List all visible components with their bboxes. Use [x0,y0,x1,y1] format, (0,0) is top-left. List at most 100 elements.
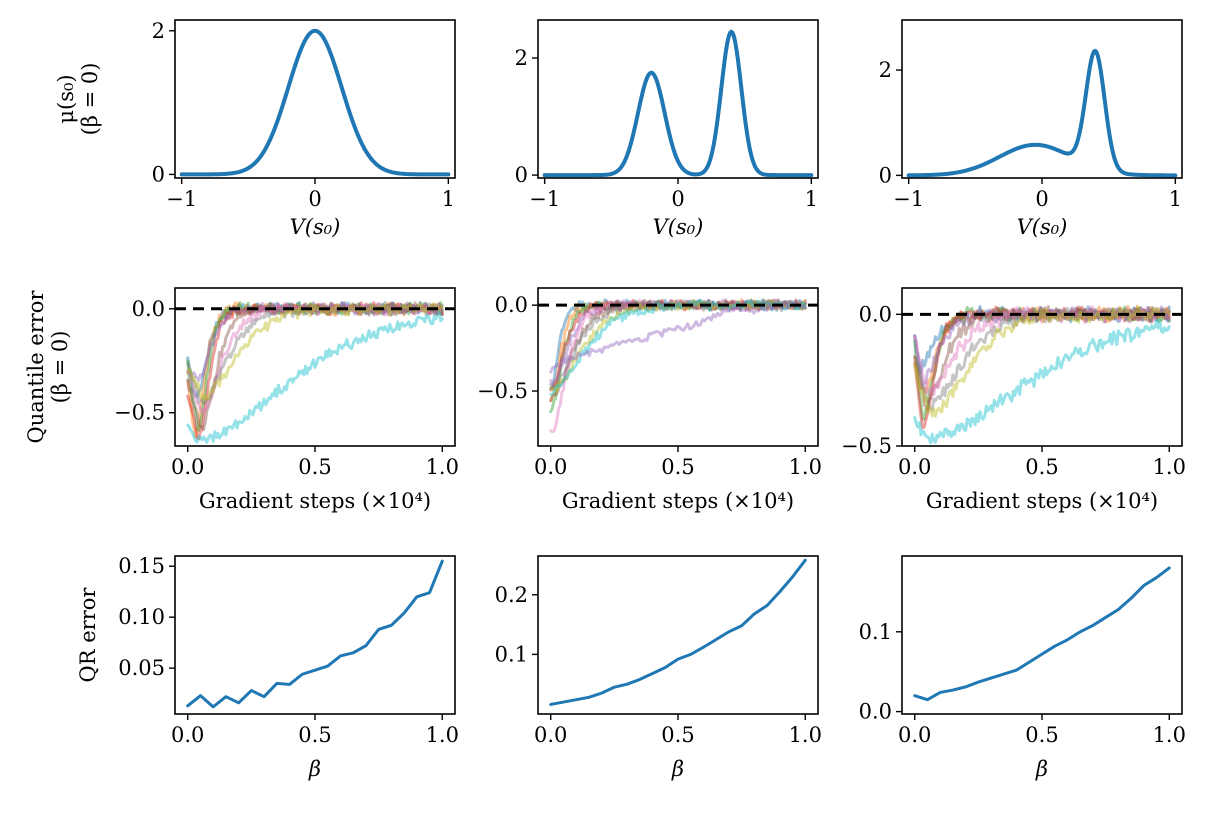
panel-r2c2-plot-area [538,298,818,434]
panel-r1c1-x-tick-label: −1 [166,187,197,211]
panel-r3c3-x-tick-label: 0.5 [1025,723,1058,747]
panel-r2c1-y-tick-label: 0.0 [132,297,165,321]
panel-r1c2-y-tick-label: 0 [515,163,528,187]
panel-r2c3-trace-5-line [913,305,1171,388]
panel-r1c3-plot-area [906,48,1178,178]
panel-r1c3-y-tick-label: 2 [879,58,892,82]
panel-r2c3-trace-3-line [913,305,1171,421]
panel-r2c2-trace-9-line [549,299,807,394]
panel-r2c3-trace-4-line [913,305,1171,430]
panel-r2c3-trace-2-line [913,304,1171,395]
panel-r2c2-trace-8-line [549,298,807,390]
panel-r3c1-x-tick-label: 0.5 [298,723,331,747]
panel-r1c1-y-axis-title-line-2: (β = 0) [78,63,102,136]
panel-r2c3-trace-10-line [913,318,1171,445]
panel-r1c1-y-axis-title-line-1: μ(s₀) [54,74,78,123]
panel-r3c2-y-tick-label: 0.2 [495,583,528,607]
panel-r1c3-y-tick-label: 0 [879,163,892,187]
panel-r3c3-plot-area [913,566,1171,702]
panel-r2c2: 0.0 0.5 1.0 0.0 −0.5 Gradient steps (×10⁴) [477,287,822,513]
panel-r2c1-x-tick-label: 0.5 [298,455,331,479]
panel-r3c1-qr-error-line [186,559,444,709]
panel-r3c2-frame [537,555,819,715]
panel-r1c3-density-line [906,48,1178,178]
panel-r1c1-y-tick-label: 2 [152,19,165,43]
panel-r1c2-plot-area [542,29,814,178]
panel-r2c3-y-tick-label: 0.0 [859,302,892,326]
panel-r3c2-x-tick-label: 0.0 [534,723,567,747]
panel-r3c2: 0.0 0.5 1.0 0.1 0.2 β [495,555,822,781]
panel-r3c1-plot-area [186,559,444,709]
panel-r2c2-x-axis-title: Gradient steps (×10⁴) [562,489,794,513]
panel-r3c3-x-tick-label: 1.0 [1153,723,1186,747]
panel-r1c1-x-tick-label: 0 [308,187,321,211]
panel-r2c1-x-tick-label: 0.0 [171,455,204,479]
panel-r3c1-x-tick-label: 0.0 [171,723,204,747]
panel-r3c3-y-tick-label: 0.0 [859,700,892,724]
panel-r1c3-x-tick-label: 0 [1035,187,1048,211]
panel-r2c1-trace-6-line [186,301,444,431]
panel-r3c2-y-tick-label: 0.1 [495,642,528,666]
panel-r3c3-qr-error-line [913,566,1171,702]
panel-r1c2-y-tick-label: 2 [515,46,528,70]
panel-r2c3-trace-6-line [913,305,1171,412]
panel-r1c2-x-axis-title: V(s₀) [653,215,704,239]
panel-r1c1-plot-area [179,28,451,177]
panel-r1c1-x-axis-title: V(s₀) [290,215,341,239]
panel-r2c2-x-tick-label: 0.5 [661,455,694,479]
panel-r1c3-x-axis-title: V(s₀) [1017,215,1068,239]
panel-r2c1-plot-area [175,300,455,444]
panel-r1c1-y-tick-label: 0 [152,162,165,186]
panel-r2c2-y-tick-label: 0.0 [495,293,528,317]
panel-r2c2-x-tick-label: 0.0 [534,455,567,479]
panel-r1c2-x-tick-label: 1 [805,187,818,211]
panel-r3c2-plot-area [549,558,807,706]
panel-r2c3-trace-1-line [913,304,1171,374]
panel-r2c2-x-tick-label: 1.0 [789,455,822,479]
panel-r2c1: 0.0 0.5 1.0 0.0 −0.5 Gradient steps (×10⁴) Qua… [24,287,459,513]
panel-r1c2-density-line [542,29,814,178]
panel-r3c3: 0.0 0.5 1.0 0.0 0.1 β [859,555,1186,781]
panel-r3c1-y-axis-title-line-1: QR error [76,587,100,683]
panel-r1c1-frame [174,19,456,179]
panel-r2c2-trace-slow-line [549,300,807,374]
panel-r2c1-x-tick-label: 1.0 [426,455,459,479]
panel-r2c3-trace-9-line [913,306,1171,418]
panel-r2c1-y-axis-title-line-2: (β = 0) [48,331,72,404]
panel-r1c1-x-tick-label: 1 [442,187,455,211]
panel-r2c3-x-tick-label: 0.5 [1025,455,1058,479]
panel-r2c2-y-tick-label: −0.5 [477,379,528,403]
panel-r3c1-y-tick-label: 0.15 [118,554,165,578]
panel-r1c1-density-line [179,28,451,177]
panel-r3c3-x-tick-label: 0.0 [898,723,931,747]
panel-r1c2-x-tick-label: −1 [529,187,560,211]
panel-r1c2-frame [537,19,819,179]
panel-r1c2-x-tick-label: 0 [671,187,684,211]
panel-r3c3-y-tick-label: 0.1 [859,620,892,644]
panel-r3c1-y-tick-label: 0.10 [118,605,165,629]
panel-r2c3-plot-area [902,304,1182,445]
panel-r2c1-trace-7-line [186,301,444,414]
panel-r3c1-y-tick-label: 0.05 [118,656,165,680]
panel-r3c2-x-tick-label: 1.0 [789,723,822,747]
panel-r2c1-trace-4-line [186,301,444,441]
panel-r2c3-x-tick-label: 1.0 [1153,455,1186,479]
panel-r2c1-y-axis-title-line-1: Quantile error [24,290,48,444]
panel-r3c2-x-axis-title: β [671,757,684,781]
panel-r2c2-trace-7-line [549,298,807,434]
panel-r2c3-x-tick-label: 0.0 [898,455,931,479]
panel-r2c1-trace-10-line [186,310,444,444]
panel-r3c2-qr-error-line [549,558,807,706]
panel-r3c1: 0.0 0.5 1.0 0.05 0.10 0.15 β QR error [76,554,459,781]
panel-r2c1-y-tick-label: −0.5 [114,401,165,425]
panel-r3c1-frame [174,555,456,715]
panel-r1c3-x-tick-label: 1 [1169,187,1182,211]
panel-r1c3-x-tick-label: −1 [893,187,924,211]
panel-r1c3-frame [901,19,1183,179]
panel-r3c1-x-axis-title: β [308,757,321,781]
